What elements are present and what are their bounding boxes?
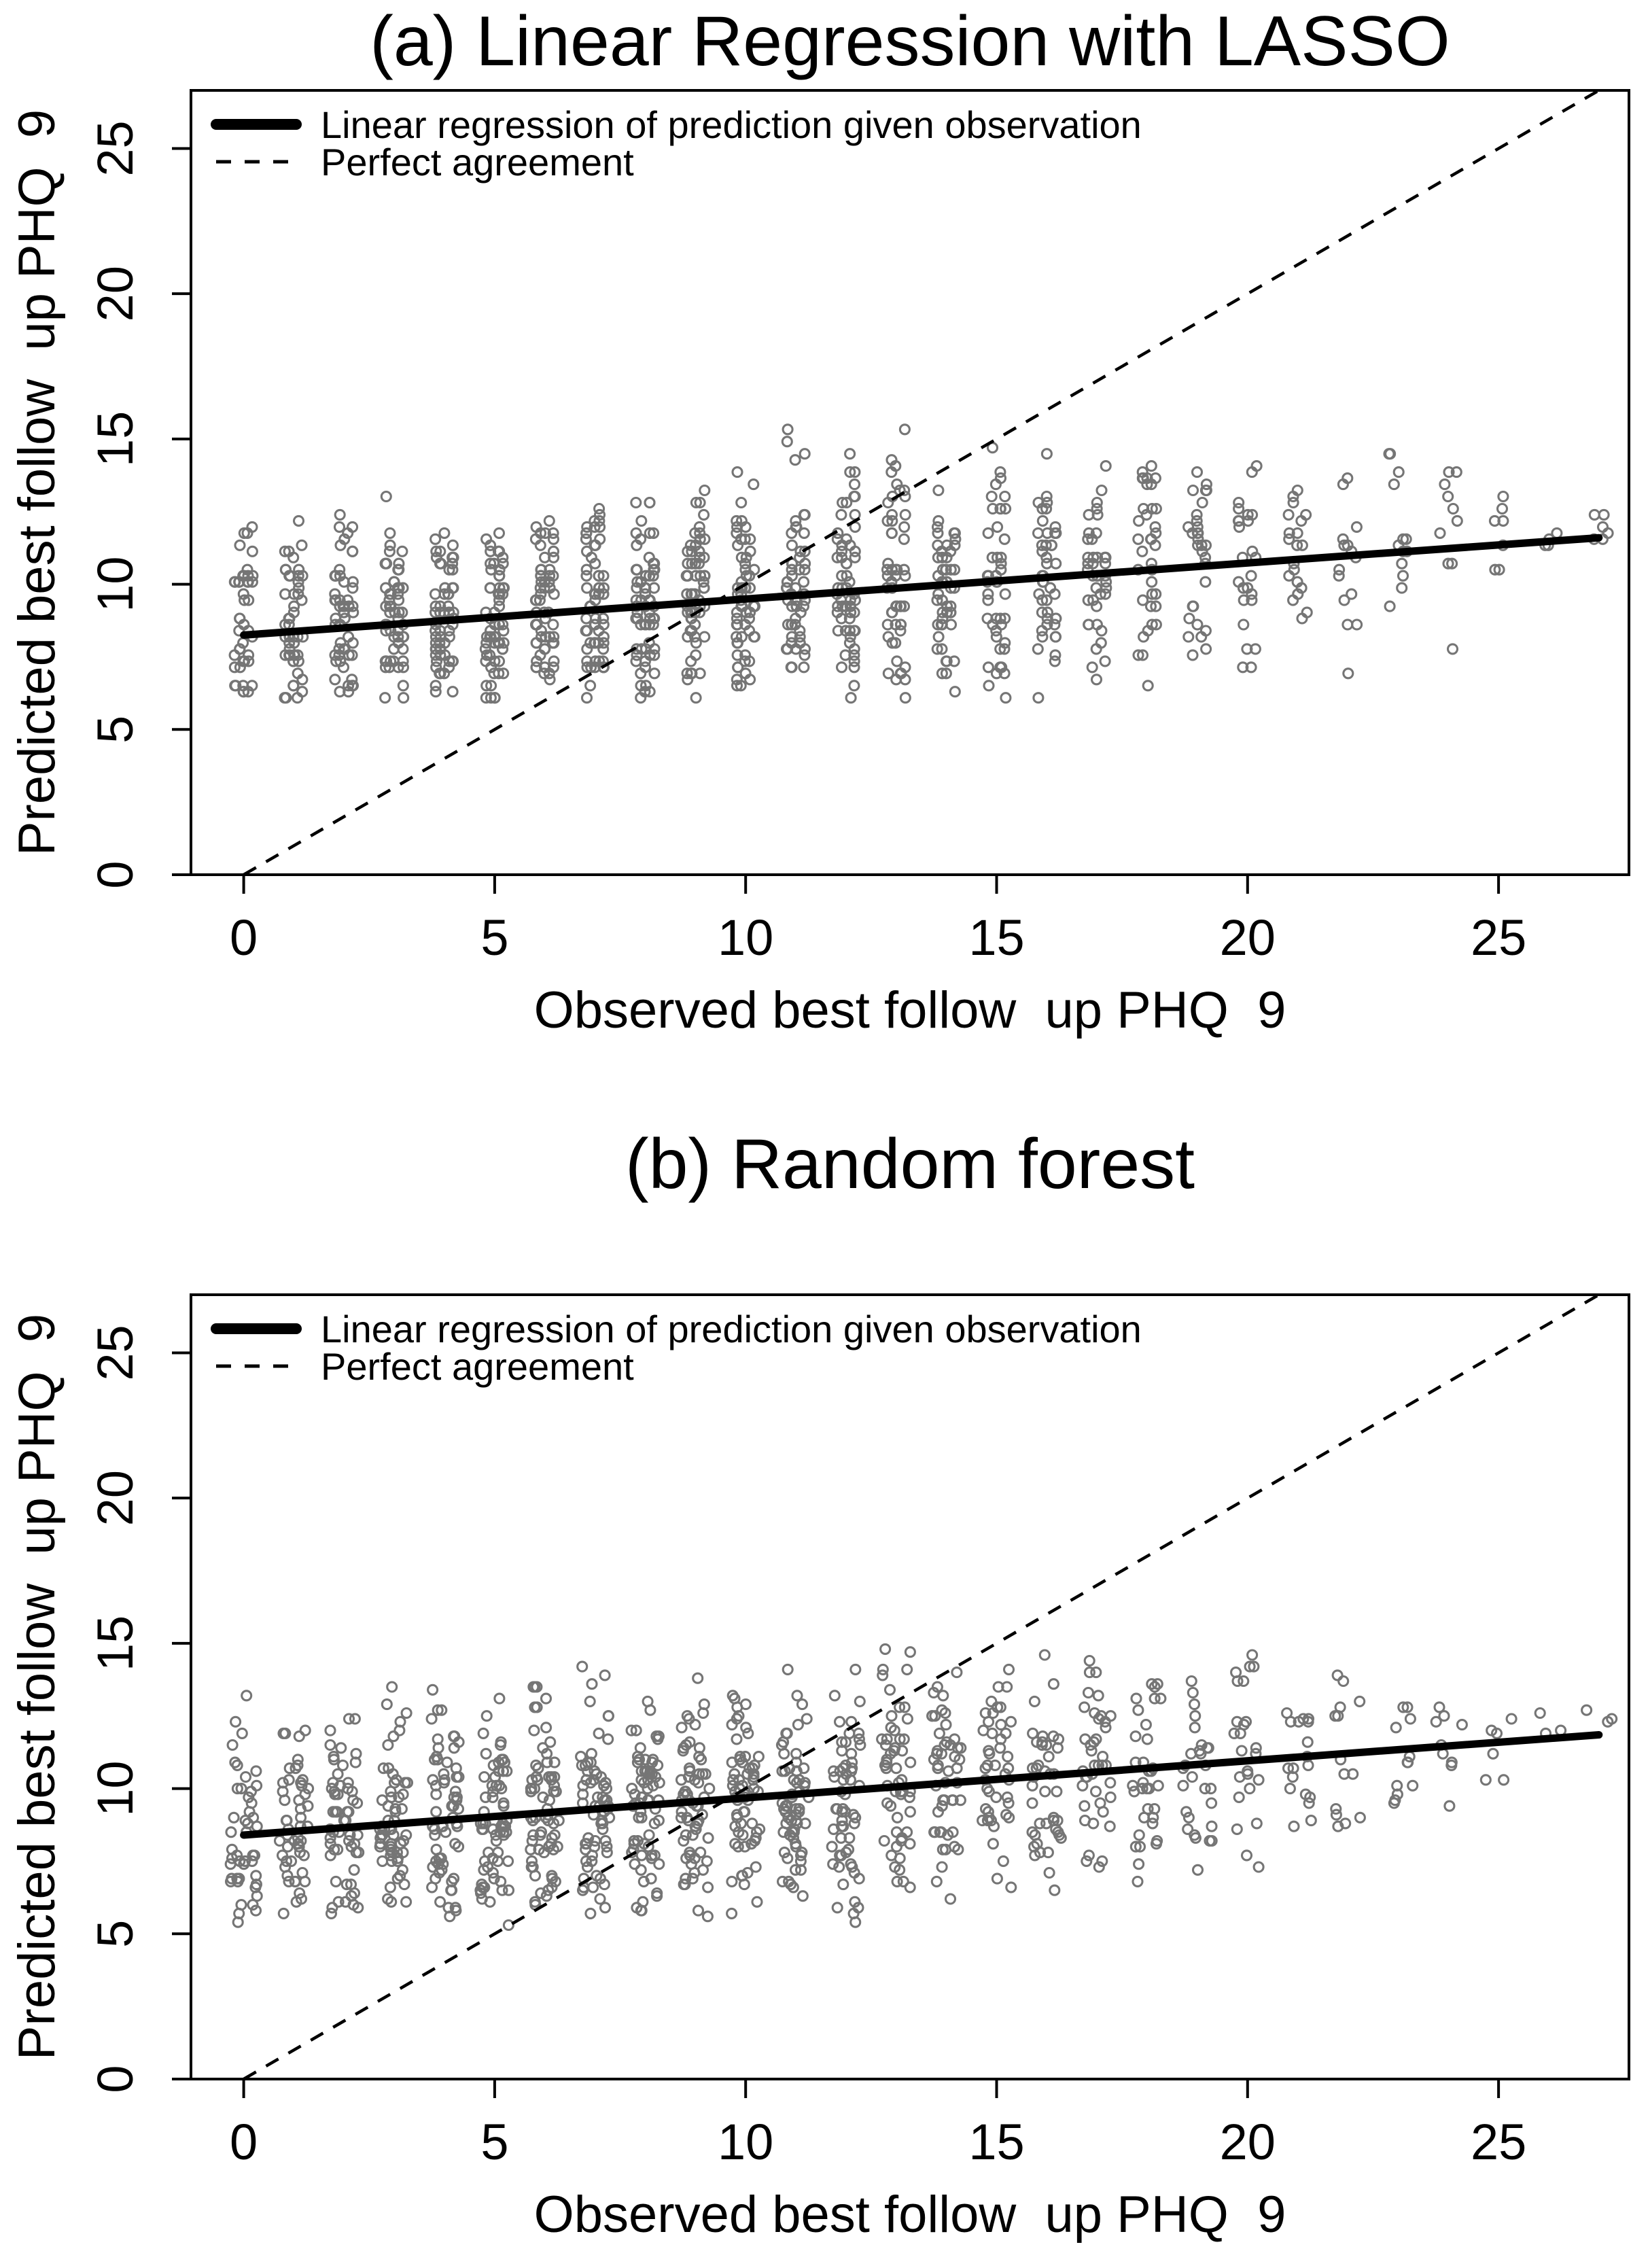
y-tick-label: 25 (87, 1325, 143, 1380)
x-tick-label: 25 (1471, 909, 1526, 966)
y-tick-label: 20 (87, 266, 143, 321)
chart-a: (a) Linear Regression with LASSO 0 5 10 15 2… (8, 2, 1630, 1039)
x-tick-label: 20 (1220, 2114, 1276, 2170)
y-tick-label: 5 (87, 716, 143, 744)
y-tick-label: 0 (87, 2065, 143, 2093)
y-tick-label: 15 (87, 411, 143, 467)
x-tick-label: 5 (480, 2114, 508, 2170)
x-axis-label-b: Observed best follow up PHQ 9 (534, 2186, 1286, 2244)
legend-label-regression: Linear regression of prediction given ob… (321, 103, 1142, 146)
x-tick-label: 10 (718, 2114, 773, 2170)
legend-b: Linear regression of prediction given ob… (211, 1308, 1142, 1388)
x-tick-label: 25 (1471, 2114, 1526, 2170)
axis-ticks-b: 0 5 10 15 20 25 0 5 10 15 20 25 (87, 1325, 1526, 2170)
identity-line-a (243, 89, 1600, 876)
y-axis-label-a: Predicted best follow up PHQ 9 (8, 109, 66, 856)
y-tick-label: 10 (87, 1760, 143, 1816)
plot-frame-a (190, 89, 1630, 876)
regression-line-a (240, 534, 1603, 639)
plot-frame-b (190, 1293, 1630, 2080)
chart-b-title: (b) Random forest (625, 1128, 1195, 1204)
legend-label-regression: Linear regression of prediction given ob… (321, 1308, 1142, 1350)
x-tick-label: 20 (1220, 909, 1276, 966)
x-tick-label: 10 (718, 909, 773, 966)
identity-line-b (243, 1293, 1600, 2080)
y-tick-label: 25 (87, 120, 143, 176)
y-tick-label: 15 (87, 1616, 143, 1671)
y-tick-label: 10 (87, 556, 143, 612)
y-axis-label-b: Predicted best follow up PHQ 9 (8, 1314, 66, 2060)
scatter-points-a (228, 423, 1614, 704)
x-tick-label: 5 (480, 909, 508, 966)
x-tick-label: 15 (968, 2114, 1024, 2170)
legend-label-perfect-agreement: Perfect agreement (321, 1345, 634, 1388)
legend-a: Linear regression of prediction given ob… (211, 103, 1142, 184)
panel-a: (a) Linear Regression with LASSO 0 5 10 15 2… (0, 0, 1631, 1128)
legend-label-perfect-agreement: Perfect agreement (321, 141, 634, 184)
scatter-points-b (224, 1643, 1618, 1932)
chart-a-title: (a) Linear Regression with LASSO (370, 2, 1450, 81)
y-tick-label: 20 (87, 1470, 143, 1526)
y-tick-label: 5 (87, 1920, 143, 1948)
chart-b: (b) Random forest 0 5 10 15 20 25 0 5 10 15 20 25 L… (8, 1128, 1630, 2244)
x-tick-label: 0 (230, 909, 258, 966)
axis-ticks-a: 0 5 10 15 20 25 0 5 10 15 20 25 (87, 120, 1526, 966)
x-tick-label: 0 (230, 2114, 258, 2170)
regression-line-b (240, 1731, 1603, 1839)
panel-b: (b) Random forest 0 5 10 15 20 25 0 5 10 15 20 25 L… (0, 1128, 1631, 2268)
x-axis-label-a: Observed best follow up PHQ 9 (534, 981, 1286, 1039)
x-tick-label: 15 (968, 909, 1024, 966)
y-tick-label: 0 (87, 860, 143, 888)
